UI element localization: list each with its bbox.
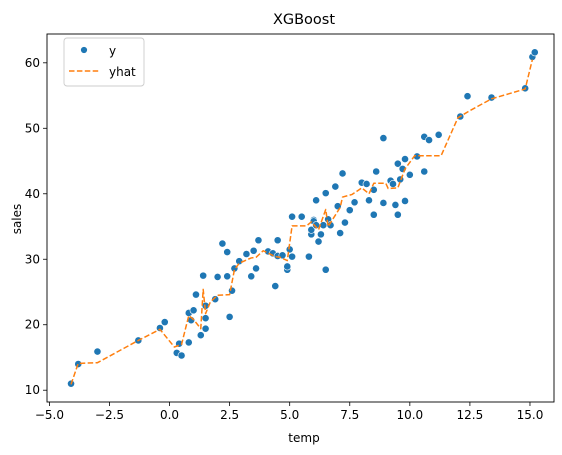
legend: y yhat [63,37,145,87]
series-y-points [67,48,539,388]
axes-frame [46,33,555,403]
data-point-y [321,265,330,274]
data-point-y [369,210,378,219]
data-point-y [201,324,210,333]
data-point-y [225,312,234,321]
data-point-y [93,347,102,356]
y-tick-label: 20 [25,318,40,332]
chart-title: XGBoost [273,12,335,28]
data-point-y [297,212,306,221]
data-point-y [336,229,345,237]
data-point-y [156,324,164,332]
x-tick-label: 0.0 [160,408,179,422]
data-point-y [401,155,409,163]
data-point-y [223,272,232,281]
data-point-y [189,306,198,315]
data-point-y [362,180,371,188]
series-layer [67,48,539,388]
data-point-y [211,295,220,304]
data-point-y [213,273,222,281]
data-point-y [372,167,381,176]
data-point-y [434,130,443,139]
data-point-y [192,290,200,299]
data-point-y [254,236,263,245]
data-point-y [199,271,208,280]
data-point-y [235,257,244,266]
data-point-y [393,159,402,168]
data-point-y [389,180,397,188]
x-tick-label: −5.0 [35,408,64,422]
data-point-y [379,199,388,207]
data-point-y [288,212,296,221]
x-tick-label: 5.0 [280,408,299,422]
data-point-y [249,246,258,255]
x-axis: −5.0 −2.5 0.0 2.5 5.0 7.5 10.0 12.5 15.0 [35,402,543,422]
data-point-y [530,48,539,57]
x-tick-label: 15.0 [517,408,544,422]
data-point-y [317,230,325,239]
data-point-y [247,272,256,281]
y-tick-label: 50 [25,121,40,135]
data-point-y [201,314,210,323]
data-point-y [338,169,347,178]
x-tick-label: 2.5 [220,408,239,422]
y-axis: 10 20 30 40 50 60 [25,56,47,397]
plot-area [46,33,555,403]
data-point-y [314,237,323,246]
data-point-y [223,248,232,256]
x-tick-label: 7.5 [340,408,359,422]
data-point-y [177,351,186,360]
data-point-y [74,360,83,368]
x-tick-label: 12.5 [457,408,484,422]
data-point-y [242,250,251,258]
data-point-y [425,136,433,144]
data-point-y [160,318,169,327]
data-point-y [391,200,400,209]
y-tick-label: 40 [25,187,40,201]
data-point-y [196,331,205,340]
legend-marker-y [79,45,89,55]
data-point-y [252,264,260,273]
data-point-y [345,206,354,215]
data-point-y [393,210,402,219]
data-point-y [341,218,349,227]
x-axis-label: temp [288,431,319,445]
data-point-y [331,182,340,191]
data-point-y [365,196,373,205]
data-point-y [312,196,321,205]
data-point-y [321,189,330,198]
x-tick-label: 10.0 [396,408,423,422]
data-point-y [307,225,316,234]
y-axis-label: sales [10,204,24,235]
data-point-y [350,198,359,207]
data-point-y [288,252,296,261]
legend-label-y: y [109,44,116,58]
data-point-y [283,262,292,271]
data-point-y [405,170,414,179]
y-tick-label: 30 [25,252,40,266]
data-point-y [305,252,313,261]
data-point-y [184,338,193,347]
data-point-y [420,167,429,176]
data-point-y [218,239,227,248]
y-tick-label: 10 [25,383,40,397]
x-tick-label: −2.5 [95,408,124,422]
data-point-y [273,236,282,245]
series-yhat-line [70,59,534,385]
data-point-y [463,92,472,101]
data-point-y [271,282,280,290]
data-point-y [379,134,388,143]
data-point-y [401,197,409,205]
legend-label-yhat: yhat [109,65,136,79]
y-tick-label: 60 [25,56,40,70]
